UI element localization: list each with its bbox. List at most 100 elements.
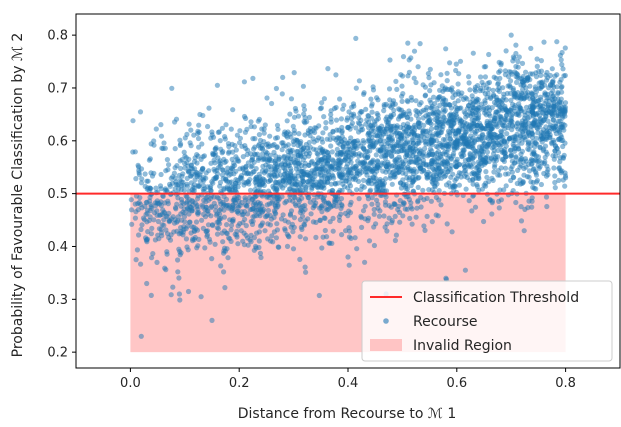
data-point: [407, 215, 413, 221]
data-point: [514, 79, 520, 85]
data-point: [531, 166, 537, 172]
data-point: [337, 141, 343, 147]
y-tick-label: 0.7: [47, 81, 68, 96]
data-point: [230, 218, 236, 224]
data-point: [154, 212, 160, 218]
data-point: [298, 207, 304, 213]
data-point: [558, 57, 564, 63]
data-point: [347, 175, 353, 182]
data-point: [335, 193, 341, 199]
data-point: [433, 194, 439, 200]
data-point: [328, 143, 334, 149]
data-point: [243, 163, 249, 169]
data-point: [329, 163, 335, 170]
data-point: [291, 194, 297, 200]
data-point: [386, 215, 392, 221]
data-point: [217, 138, 223, 144]
data-point: [400, 213, 406, 219]
data-point: [527, 71, 534, 77]
data-point: [142, 171, 148, 177]
data-point: [543, 72, 549, 78]
data-point: [225, 255, 231, 261]
x-tick-label: 0.2: [229, 376, 250, 391]
data-point: [212, 160, 218, 166]
data-point: [354, 138, 360, 144]
data-point: [189, 171, 195, 177]
data-point: [233, 154, 239, 160]
data-point: [420, 187, 426, 193]
data-point: [400, 170, 406, 176]
data-point: [399, 83, 405, 89]
data-point: [325, 66, 331, 72]
data-point: [159, 211, 165, 217]
data-point: [300, 83, 306, 89]
data-point: [437, 125, 443, 131]
data-point: [535, 154, 542, 160]
data-point: [563, 175, 569, 181]
data-point: [398, 107, 405, 113]
data-point: [383, 188, 390, 194]
data-point: [290, 246, 297, 252]
data-point: [262, 122, 268, 128]
data-point: [543, 149, 549, 155]
data-point: [194, 210, 200, 216]
data-point: [525, 205, 531, 211]
data-point: [541, 39, 547, 45]
data-point: [475, 173, 482, 179]
data-point: [546, 109, 552, 115]
data-point: [234, 209, 240, 215]
data-point: [192, 166, 198, 172]
data-point: [523, 104, 530, 110]
data-point: [367, 188, 373, 194]
data-point: [508, 152, 515, 159]
data-point: [133, 209, 139, 215]
data-point: [513, 154, 519, 160]
data-point: [539, 136, 545, 142]
data-point: [554, 39, 560, 45]
data-point: [358, 187, 364, 193]
data-point: [390, 98, 397, 104]
data-point: [237, 128, 243, 134]
data-point: [291, 70, 297, 76]
data-point: [359, 127, 366, 133]
data-point: [158, 199, 164, 205]
data-point: [324, 234, 330, 240]
data-point: [502, 126, 508, 132]
data-point: [339, 232, 345, 238]
data-point: [188, 143, 194, 149]
data-point: [136, 172, 142, 178]
data-point: [302, 264, 308, 270]
data-point: [489, 211, 495, 217]
data-point: [394, 86, 400, 92]
data-point: [249, 196, 255, 202]
data-point: [519, 95, 525, 101]
data-point: [397, 114, 403, 120]
data-point: [223, 122, 229, 128]
data-point: [280, 212, 286, 218]
data-point: [308, 211, 314, 217]
data-point: [461, 152, 467, 158]
data-point: [447, 60, 453, 66]
data-point: [451, 147, 457, 153]
data-point: [519, 121, 525, 127]
data-point: [508, 166, 514, 172]
data-point: [287, 111, 293, 117]
data-point: [486, 51, 492, 58]
data-point: [364, 155, 371, 161]
data-point: [488, 120, 494, 126]
x-tick-label: 0.4: [338, 376, 359, 391]
data-point: [232, 162, 238, 168]
data-point: [174, 201, 180, 207]
data-point: [449, 229, 455, 235]
data-point: [245, 242, 251, 248]
data-point: [467, 110, 473, 116]
data-point: [391, 201, 397, 207]
data-point: [427, 88, 433, 94]
data-point: [230, 204, 236, 210]
data-point: [259, 146, 266, 152]
data-point: [557, 155, 563, 161]
data-point: [201, 175, 207, 181]
data-point: [500, 85, 506, 91]
data-point: [467, 151, 473, 157]
data-point: [370, 84, 376, 90]
